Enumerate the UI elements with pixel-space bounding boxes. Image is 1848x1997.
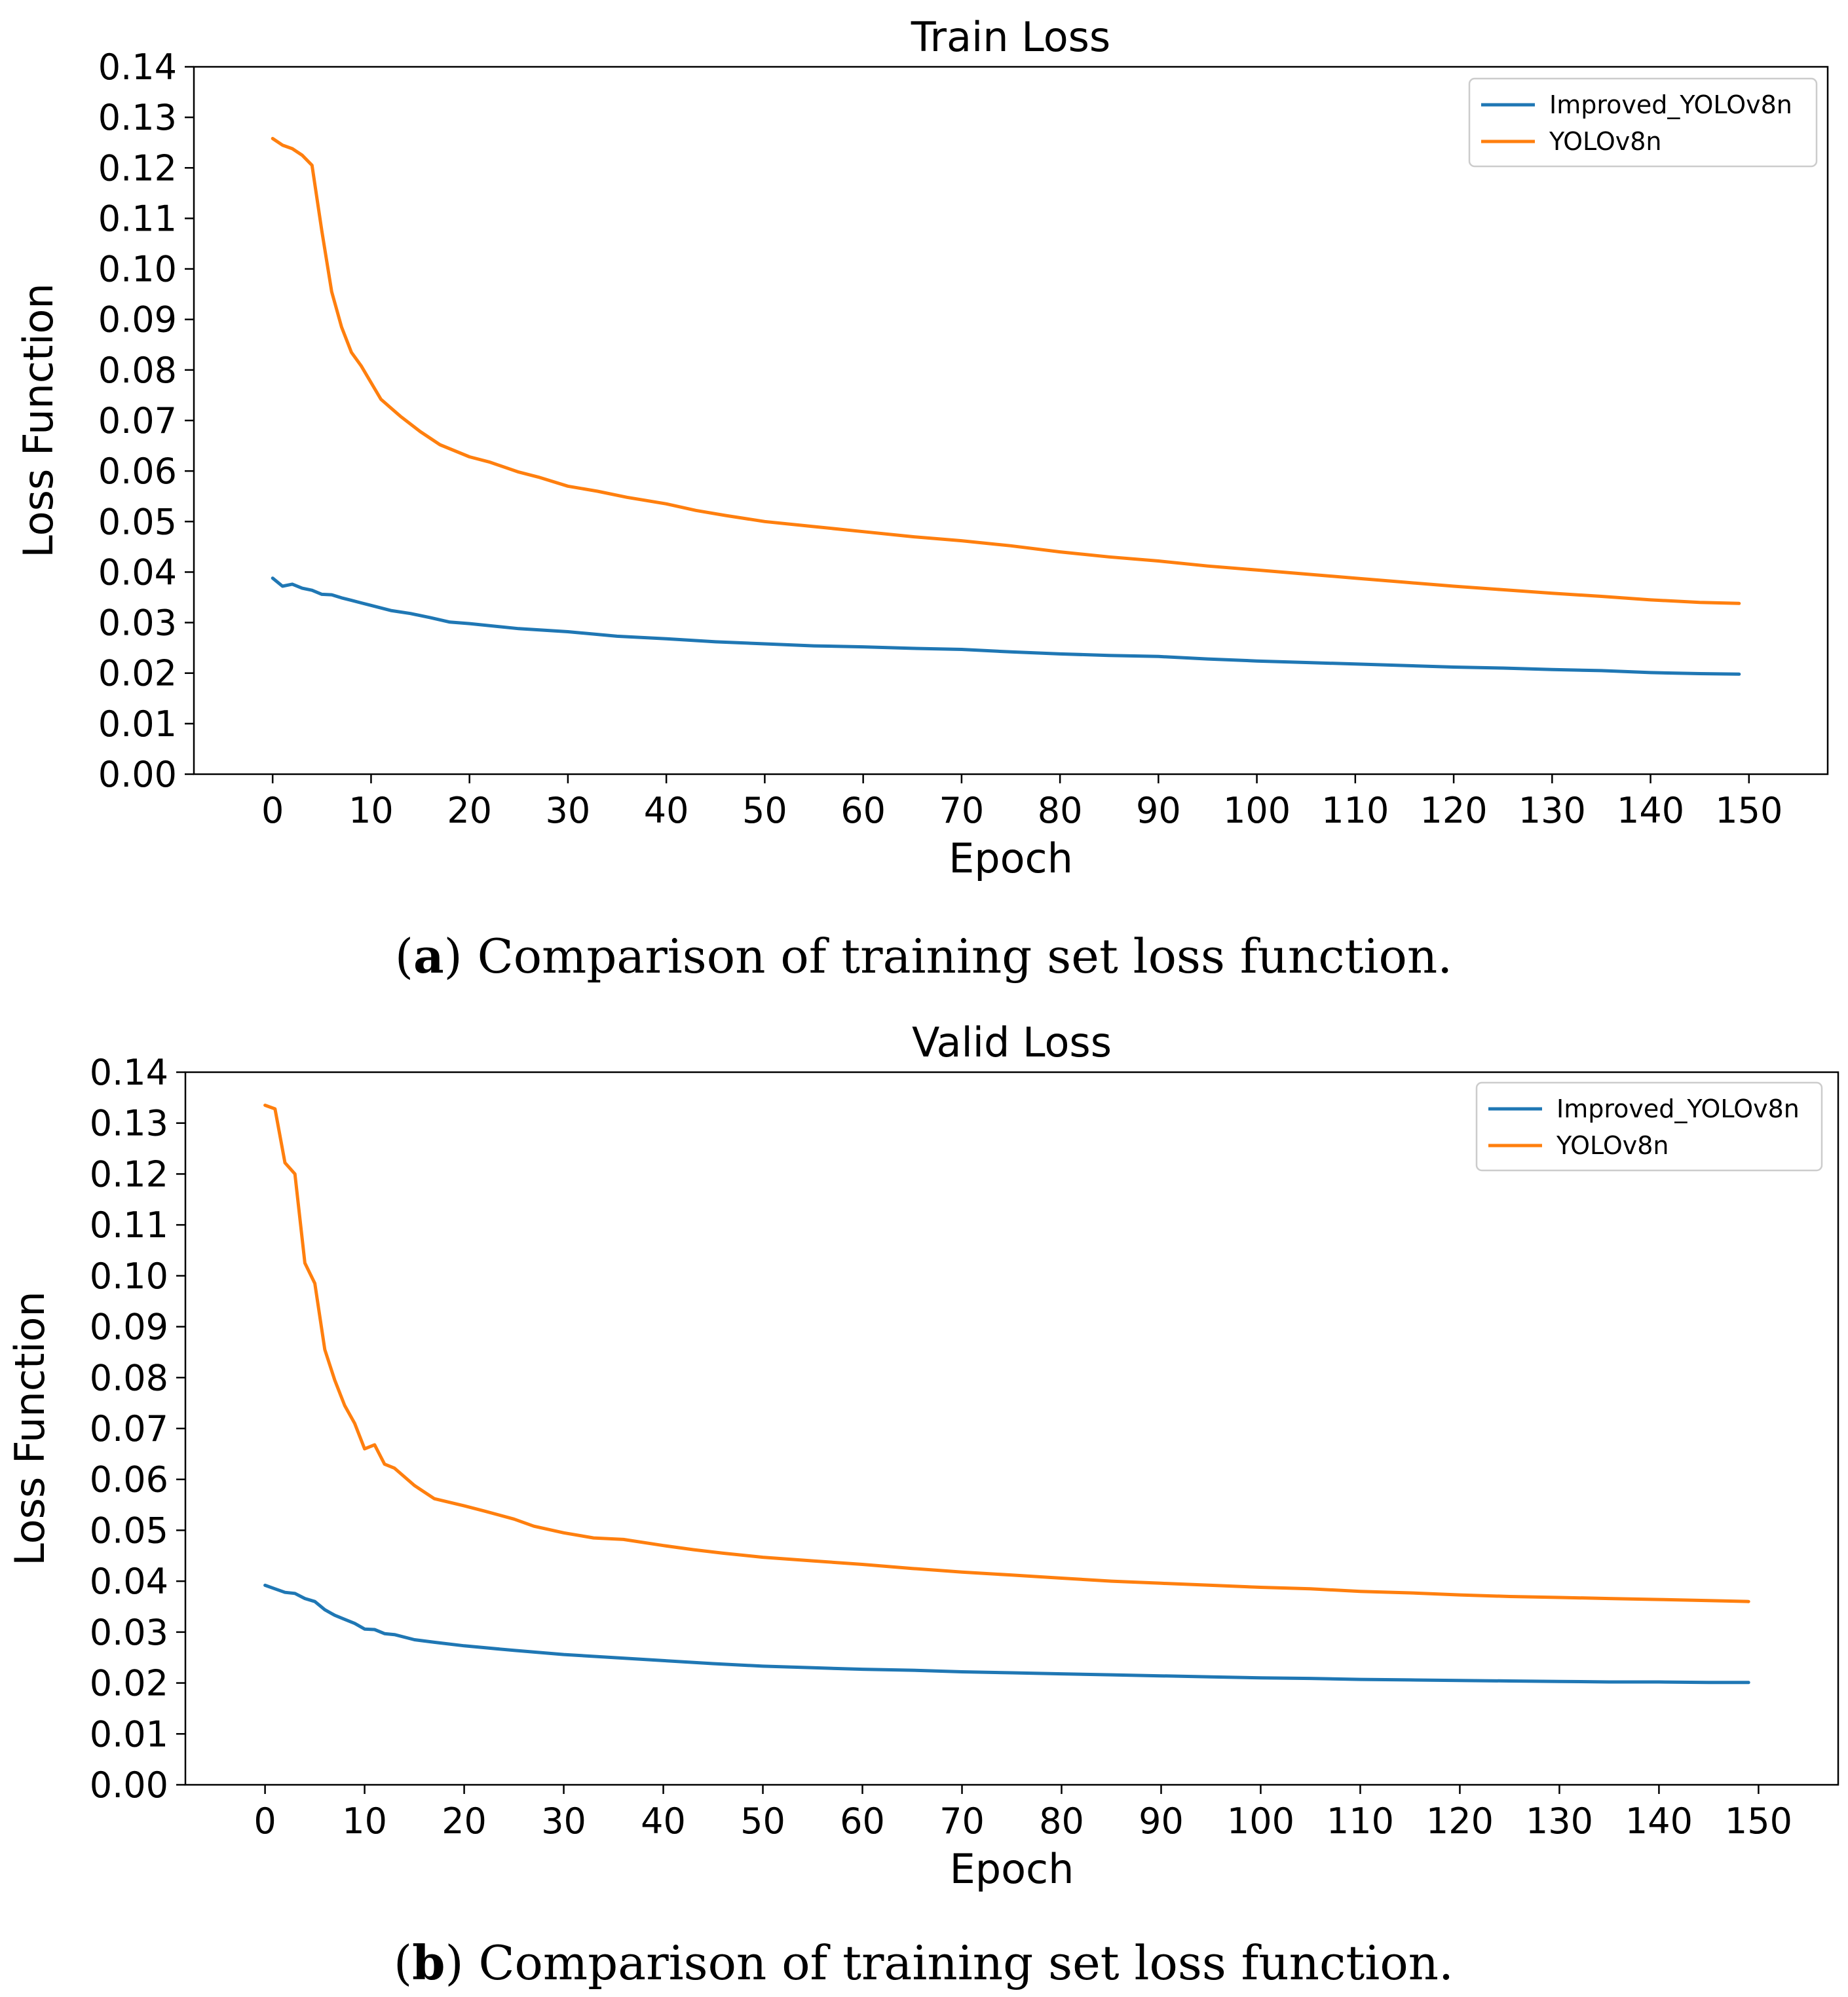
chart-title: Valid Loss: [912, 1018, 1112, 1066]
y-tick-label: 0.12: [98, 147, 177, 189]
y-tick-label: 0.10: [98, 249, 177, 290]
x-tick-label: 10: [342, 1801, 387, 1842]
y-tick-label: 0.09: [98, 299, 177, 341]
y-tick-label: 0.05: [90, 1510, 168, 1551]
legend: Improved_YOLOv8n YOLOv8n: [1475, 1081, 1823, 1172]
x-tick-label: 120: [1420, 790, 1488, 831]
y-tick-label: 0.02: [90, 1663, 168, 1704]
y-tick-label: 0.11: [90, 1204, 168, 1246]
x-tick-label: 80: [1038, 790, 1083, 831]
y-tick-label: 0.00: [98, 754, 177, 795]
y-tick-label: 0.07: [98, 400, 177, 441]
x-tick-label: 120: [1426, 1801, 1494, 1842]
series-line-improved-yolov8n: [263, 1583, 1750, 1685]
x-tick-label: 100: [1227, 1801, 1294, 1842]
legend-label: YOLOv8n: [1556, 1131, 1669, 1160]
y-tick-label: 0.13: [98, 97, 177, 138]
x-tick-label: 0: [261, 790, 284, 831]
y-axis-label: Loss Function: [14, 283, 62, 557]
series-line-improved-yolov8n: [271, 576, 1741, 676]
legend-label: YOLOv8n: [1549, 127, 1662, 156]
caption-b-text: ) Comparison of training set loss functi…: [445, 1935, 1453, 1990]
y-tick-label: 0.14: [90, 1052, 168, 1093]
x-tick-label: 90: [1139, 1801, 1184, 1842]
caption-b: (b) Comparison of training set loss func…: [394, 1935, 1454, 1990]
y-tick-label: 0.09: [90, 1307, 168, 1348]
y-tick-label: 0.13: [90, 1103, 168, 1144]
y-tick-label: 0.10: [90, 1256, 168, 1297]
x-tick-label: 40: [644, 790, 689, 831]
x-tick-label: 80: [1039, 1801, 1084, 1842]
series-line-yolov8n: [271, 137, 1741, 605]
caption-a-label: a: [413, 928, 444, 984]
y-tick-label: 0.05: [98, 501, 177, 542]
y-tick-label: 0.01: [90, 1713, 168, 1755]
legend-label: Improved_YOLOv8n: [1549, 90, 1792, 119]
y-tick-label: 0.14: [98, 47, 177, 88]
x-tick-label: 140: [1625, 1801, 1693, 1842]
caption-a-text: ) Comparison of training set loss functi…: [444, 929, 1452, 984]
y-tick-label: 0.03: [90, 1612, 168, 1653]
x-tick-label: 30: [546, 790, 591, 831]
valid-loss-chart: Valid Loss 0.00 0.01 0.02 0.03 0.04 0.05 0.06 0.…: [6, 1018, 1839, 1893]
x-tick-label: 150: [1725, 1801, 1792, 1842]
plot-frame: [193, 65, 1829, 775]
y-tick-label: 0.02: [98, 653, 177, 694]
plot-frame: [184, 1071, 1839, 1786]
x-tick-label: 50: [742, 790, 787, 831]
legend-label: Improved_YOLOv8n: [1556, 1094, 1800, 1123]
caption-a: (a) Comparison of training set loss func…: [395, 928, 1452, 984]
y-tick-label: 0.00: [90, 1764, 168, 1806]
x-tick-label: 60: [840, 1801, 885, 1842]
chart-title: Train Loss: [911, 13, 1110, 61]
legend: Improved_YOLOv8n YOLOv8n: [1468, 77, 1818, 168]
x-tick-label: 70: [939, 1801, 985, 1842]
y-tick-label: 0.06: [98, 451, 177, 492]
y-axis-label: Loss Function: [6, 1291, 54, 1565]
y-tick-label: 0.04: [90, 1561, 168, 1602]
y-tick-label: 0.06: [90, 1459, 168, 1501]
x-axis-label: Epoch: [950, 1845, 1074, 1893]
y-tick-label: 0.04: [98, 551, 177, 593]
x-tick-label: 20: [447, 790, 492, 831]
x-tick-label: 0: [254, 1801, 276, 1842]
x-tick-label: 60: [840, 790, 886, 831]
x-tick-label: 10: [349, 790, 394, 831]
x-tick-label: 140: [1617, 790, 1684, 831]
y-tick-label: 0.08: [98, 350, 177, 391]
y-tick-label: 0.03: [98, 603, 177, 644]
x-tick-label: 30: [541, 1801, 586, 1842]
x-tick-label: 90: [1136, 790, 1181, 831]
train-loss-chart: Train Loss 0.00 0.01 0.02 0.03 0.04 0.05 0.06 0.…: [14, 13, 1829, 882]
y-tick-label: 0.01: [98, 703, 177, 745]
x-tick-label: 50: [740, 1801, 785, 1842]
legend-box: [1468, 77, 1818, 168]
caption-b-label: b: [412, 1935, 445, 1990]
x-tick-label: 70: [939, 790, 985, 831]
x-tick-label: 150: [1715, 790, 1782, 831]
x-tick-label: 40: [641, 1801, 686, 1842]
series-line-yolov8n: [263, 1104, 1750, 1603]
y-tick-label: 0.12: [90, 1153, 168, 1195]
x-tick-label: 110: [1321, 790, 1389, 831]
x-tick-label: 130: [1518, 790, 1586, 831]
x-tick-label: 20: [442, 1801, 487, 1842]
legend-box: [1475, 1081, 1823, 1172]
x-axis-label: Epoch: [949, 834, 1073, 882]
x-tick-label: 110: [1327, 1801, 1394, 1842]
y-tick-label: 0.11: [98, 198, 177, 239]
x-tick-label: 130: [1526, 1801, 1593, 1842]
y-tick-label: 0.07: [90, 1408, 168, 1449]
y-tick-label: 0.08: [90, 1357, 168, 1398]
x-tick-label: 100: [1223, 790, 1291, 831]
